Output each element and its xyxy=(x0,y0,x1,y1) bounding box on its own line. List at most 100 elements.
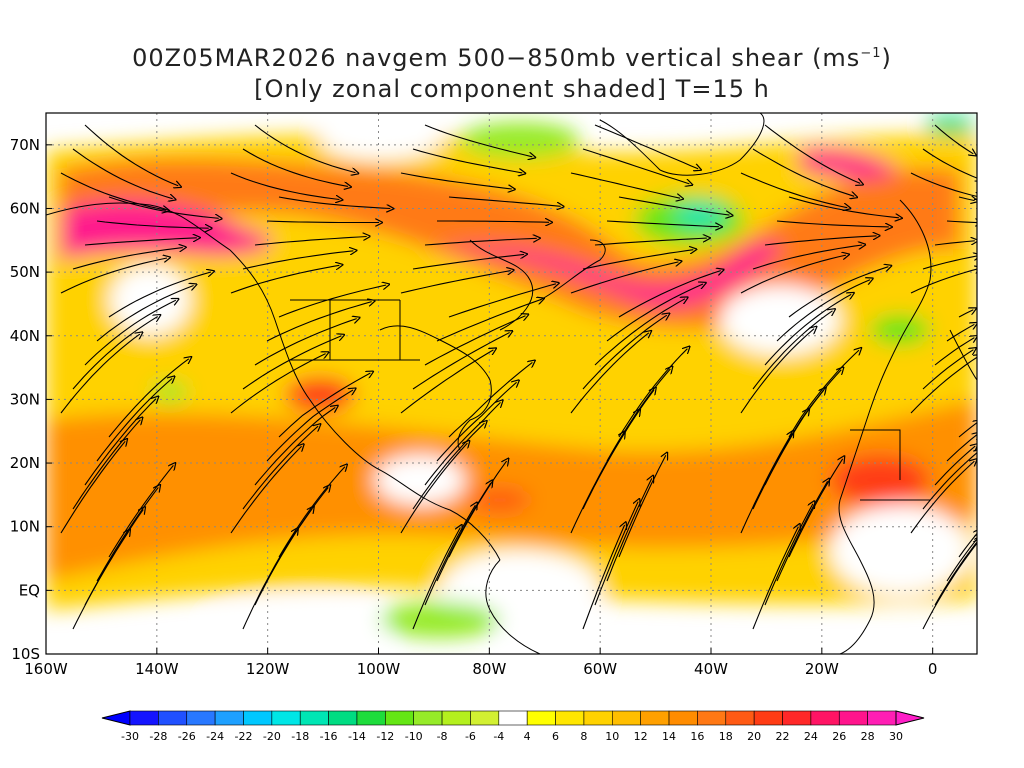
colorbar-swatch xyxy=(555,710,585,726)
borders-us-states xyxy=(290,299,420,361)
shade-region-green xyxy=(152,382,188,402)
streamline xyxy=(400,172,512,189)
streamline xyxy=(764,236,877,246)
colorbar-label: -26 xyxy=(178,730,196,743)
streamline xyxy=(424,316,526,366)
colorbar-swatch xyxy=(668,710,698,726)
shade-region-green xyxy=(380,602,500,638)
map-title-line2: [Only zonal component shaded] T=15 h xyxy=(254,75,770,103)
shade-gap xyxy=(375,455,465,505)
streamline xyxy=(412,423,485,510)
streamline xyxy=(242,251,353,270)
streamline xyxy=(436,300,541,342)
streamline xyxy=(776,280,870,342)
streamline xyxy=(618,455,666,558)
streamline xyxy=(594,502,638,606)
streamline xyxy=(108,272,211,318)
streamline xyxy=(934,446,975,486)
colorbar-label: 14 xyxy=(662,730,676,743)
coastlines xyxy=(46,113,977,654)
streamline xyxy=(910,172,977,197)
streamline xyxy=(618,271,721,318)
colorbar-label: 16 xyxy=(690,730,704,743)
colorbar-label: 4 xyxy=(524,730,531,743)
streamline xyxy=(922,350,973,390)
streamline xyxy=(582,250,693,270)
streamline xyxy=(740,329,814,414)
streamline xyxy=(424,505,475,606)
colorbar-swatch xyxy=(214,710,244,726)
lat-tick-label: 10S xyxy=(11,645,40,663)
shade-region-red xyxy=(830,455,930,505)
lat-tick-label: 50N xyxy=(10,263,40,281)
shade-region-green xyxy=(925,115,975,135)
streamline xyxy=(436,382,517,462)
streamline xyxy=(412,254,524,270)
colorbar-swatch xyxy=(243,710,273,726)
streamline xyxy=(266,221,379,223)
shade-region-green xyxy=(870,315,930,345)
colorbar-swatch xyxy=(725,710,755,726)
streamline xyxy=(922,148,977,179)
lat-tick-label: 10N xyxy=(10,518,40,536)
colorbar-label: -22 xyxy=(234,730,252,743)
streamline xyxy=(910,269,977,294)
shade-region-red xyxy=(285,377,355,413)
coast-central-south-america xyxy=(485,559,541,654)
colorbar-label: 22 xyxy=(776,730,790,743)
lon-axis: 160W 140W 120W 100W 80W 60W 40W 20W 0 xyxy=(24,648,937,678)
colorbar-label: 10 xyxy=(605,730,619,743)
streamline xyxy=(96,220,209,228)
lon-tick-label: 0 xyxy=(928,660,938,678)
streamline xyxy=(788,196,899,218)
streamline xyxy=(448,362,532,438)
title-unit-superscript: −1 xyxy=(860,46,882,61)
streamline xyxy=(108,196,219,218)
streamline xyxy=(582,315,667,390)
colorbar-label: -20 xyxy=(263,730,281,743)
colorbar-swatch xyxy=(810,710,840,726)
colorbar-label: -10 xyxy=(405,730,423,743)
streamline xyxy=(412,333,510,390)
colorbar: -30 -28 -26 -24 -22 -20 -18 -16 -14 -12 -10 -8 -6 -4 4… xyxy=(101,710,925,743)
colorbar-label: 28 xyxy=(861,730,875,743)
shade-region-jet-orange xyxy=(60,158,960,329)
streamline xyxy=(594,238,707,246)
streamline xyxy=(424,402,501,486)
streamline xyxy=(946,221,977,223)
colorbar-swatch xyxy=(158,710,188,726)
colorbar-label: 26 xyxy=(832,730,846,743)
streamline xyxy=(60,258,167,294)
streamline xyxy=(437,221,549,222)
streamline xyxy=(594,124,698,169)
streamline xyxy=(740,172,847,208)
lat-tick-label: 20N xyxy=(10,454,40,472)
colorbar-swatch xyxy=(697,710,727,726)
colorbar-swatch xyxy=(526,710,556,726)
title-end-text: ) xyxy=(881,44,892,72)
colorbar-swatch xyxy=(753,710,783,726)
colorbar-swatch xyxy=(470,710,500,726)
streamline xyxy=(400,271,511,294)
colorbar-label: 12 xyxy=(634,730,648,743)
streamline xyxy=(764,504,813,606)
streamline xyxy=(594,299,685,366)
streamline xyxy=(606,478,652,582)
streamline xyxy=(776,220,889,227)
streamline xyxy=(570,434,623,534)
streamline xyxy=(254,509,312,606)
streamline xyxy=(448,284,556,318)
colorbar-label: -4 xyxy=(493,730,504,743)
streamline xyxy=(570,172,680,198)
map-plot-area xyxy=(46,113,977,654)
shade-region-jet-pink-east xyxy=(430,241,781,308)
colorbar-swatch xyxy=(299,710,329,726)
streamline xyxy=(254,124,355,173)
streamline xyxy=(752,411,807,510)
streamline xyxy=(910,461,974,534)
streamline xyxy=(740,255,846,294)
colorbar-label: -12 xyxy=(376,730,394,743)
streamline xyxy=(72,420,140,510)
colorbar-label: -30 xyxy=(121,730,139,743)
streamline xyxy=(278,373,370,438)
